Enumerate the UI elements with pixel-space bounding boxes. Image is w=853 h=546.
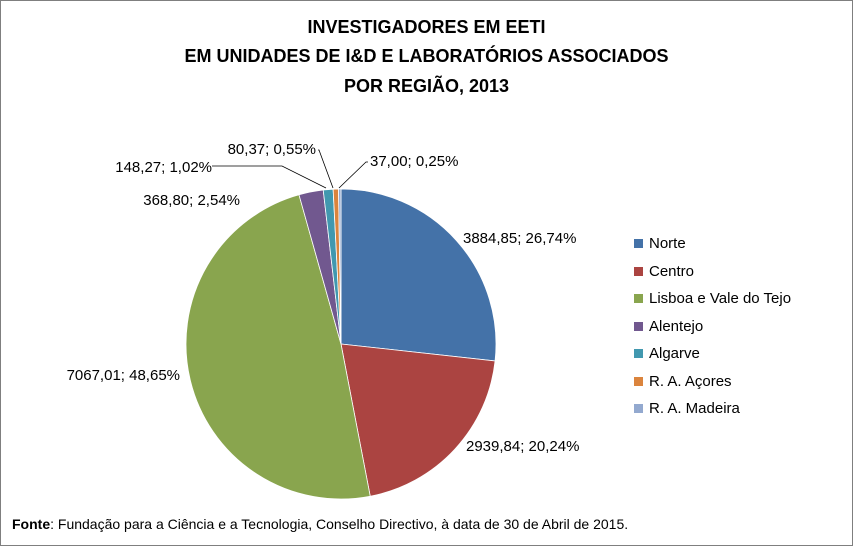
legend-swatch bbox=[634, 404, 643, 414]
source-label: Fonte bbox=[12, 516, 51, 532]
source-text: : Fundação para a Ciência e a Tecnologia… bbox=[50, 516, 629, 532]
data-label-6: 37,00; 0,25% bbox=[370, 153, 458, 170]
legend-label: R. A. Madeira bbox=[649, 400, 740, 418]
source-footnote: Fonte: Fundação para a Ciência e a Tecno… bbox=[12, 516, 628, 532]
legend-item-madeira: R. A. Madeira bbox=[634, 395, 791, 423]
legend-label: Algarve bbox=[649, 345, 700, 363]
chart-title-line-3: POR REGIÃO, 2013 bbox=[343, 76, 510, 96]
legend-item-acores: R. A. Açores bbox=[634, 368, 791, 396]
legend-label: Alentejo bbox=[649, 317, 704, 335]
legend-swatch bbox=[634, 239, 643, 249]
leader-line-4 bbox=[212, 165, 327, 189]
legend-swatch bbox=[634, 321, 643, 331]
legend-label: R. A. Açores bbox=[649, 372, 732, 390]
legend-item-alentejo: Alentejo bbox=[634, 313, 791, 341]
legend-swatch bbox=[634, 294, 643, 304]
data-label-3: 368,80; 2,54% bbox=[143, 192, 240, 209]
legend-swatch bbox=[634, 376, 643, 386]
leader-line-5 bbox=[318, 149, 334, 189]
data-label-4: 148,27; 1,02% bbox=[115, 159, 212, 176]
pie-slice-1 bbox=[340, 343, 496, 497]
legend-label: Centro bbox=[649, 262, 695, 280]
data-label-1: 2939,84; 20,24% bbox=[466, 438, 579, 455]
data-label-0: 3884,85; 26,74% bbox=[463, 230, 576, 247]
data-label-2: 7067,01; 48,65% bbox=[67, 367, 180, 384]
pie-slice-6 bbox=[338, 188, 342, 345]
legend-label: Lisboa e Vale do Tejo bbox=[649, 290, 792, 308]
legend-item-algarve: Algarve bbox=[634, 340, 791, 368]
legend-swatch bbox=[634, 266, 643, 276]
leader-line-6 bbox=[338, 161, 368, 189]
legend-item-lisboa: Lisboa e Vale do Tejo bbox=[634, 285, 791, 313]
legend-item-centro: Centro bbox=[634, 258, 791, 286]
legend-label: Norte bbox=[649, 235, 686, 253]
chart-title-line-2: EM UNIDADES DE I&D E LABORATÓRIOS ASSOCI… bbox=[184, 46, 669, 66]
legend: Norte Centro Lisboa e Vale do Tejo Alent… bbox=[634, 230, 791, 423]
pie-slice-0 bbox=[340, 188, 497, 362]
chart-title-line-1: INVESTIGADORES EM EETI bbox=[307, 17, 546, 37]
legend-swatch bbox=[634, 349, 643, 359]
pie-slice-2 bbox=[185, 194, 371, 500]
legend-item-norte: Norte bbox=[634, 230, 791, 258]
data-label-5: 80,37; 0,55% bbox=[228, 141, 316, 158]
